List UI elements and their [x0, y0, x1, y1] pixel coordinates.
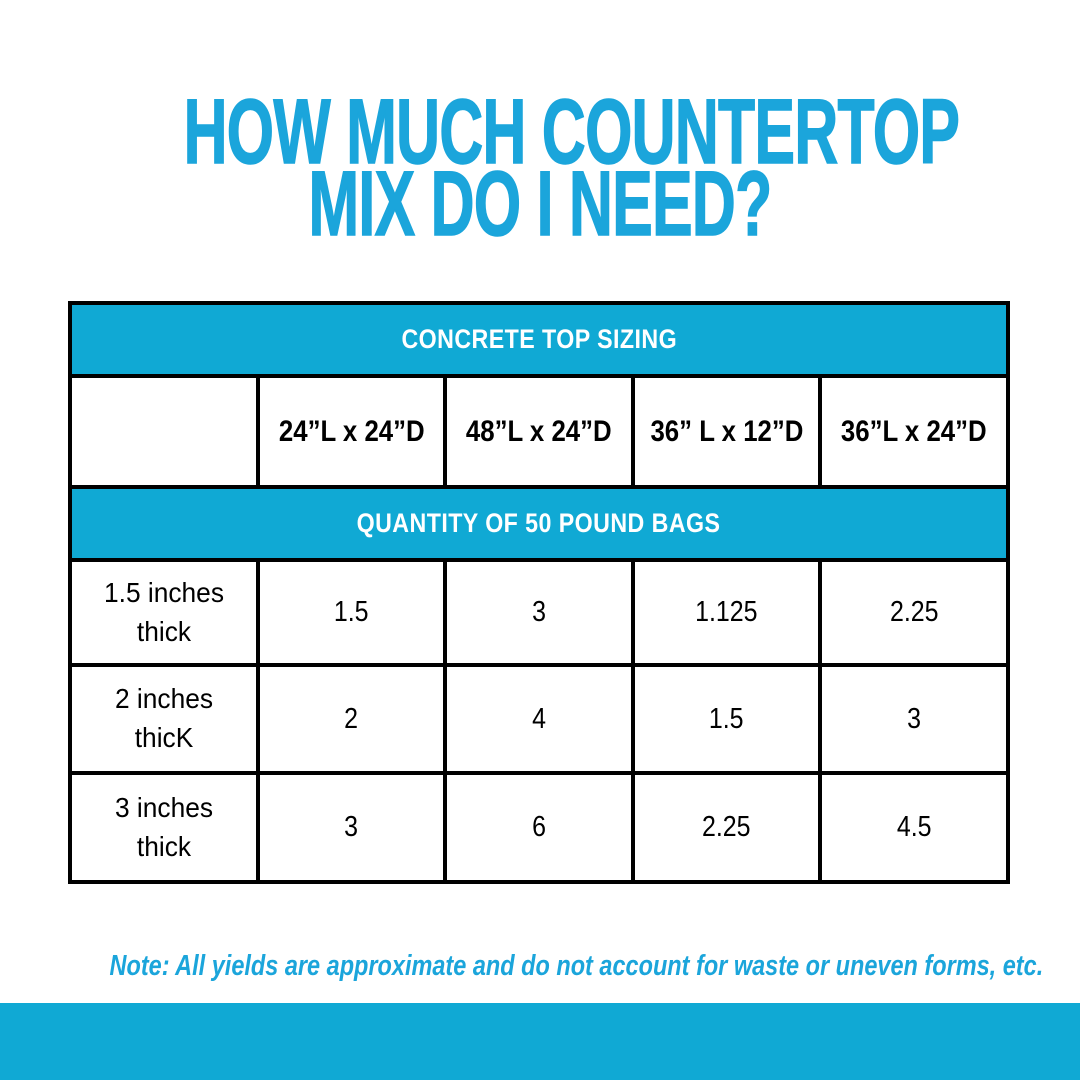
column-header-48x24: 48”L x 24”D — [443, 374, 635, 489]
table-cell: 6 — [443, 771, 635, 884]
table-cell: 1.5 — [255, 558, 448, 667]
countertop-mix-table: CONCRETE TOP SIZING 24”L x 24”D 48”L x 2… — [68, 301, 1010, 884]
table-cell: 1.125 — [630, 558, 823, 667]
table-cell: 3 — [443, 558, 635, 667]
table-cell: 2.25 — [630, 771, 823, 884]
table-cell: 3 — [818, 663, 1010, 775]
column-header-36x12: 36” L x 12”D — [630, 374, 823, 489]
row-label: 3 inches thick — [68, 771, 260, 884]
table-cell: 3 — [255, 771, 448, 884]
section-header-sizing-label: CONCRETE TOP SIZING — [401, 324, 677, 354]
section-header-quantity-label: QUANTITY OF 50 POUND BAGS — [357, 508, 721, 538]
table-row-3-inches: 3 inches thick 3 6 2.25 4.5 — [68, 771, 1010, 884]
table-cell: 4.5 — [818, 771, 1010, 884]
section-row-quantity: QUANTITY OF 50 POUND BAGS — [68, 485, 1010, 562]
section-row-sizing: CONCRETE TOP SIZING — [68, 301, 1010, 378]
title-line-1: HOW MUCH COUNTERTOP — [183, 81, 960, 183]
table-section-header-quantity: QUANTITY OF 50 POUND BAGS — [68, 485, 1010, 562]
row-label: 1.5 inches thick — [68, 558, 260, 667]
table-cell: 1.5 — [630, 663, 823, 775]
footer-bar — [0, 1003, 1080, 1080]
table-cell: 4 — [443, 663, 635, 775]
column-header-row: 24”L x 24”D 48”L x 24”D 36” L x 12”D 36”… — [68, 374, 1010, 489]
table-row-1-5-inches: 1.5 inches thick 1.5 3 1.125 2.25 — [68, 558, 1010, 667]
note-text: Note: All yields are approximate and do … — [109, 950, 1044, 982]
column-header-24x24: 24”L x 24”D — [255, 374, 448, 489]
table-cell: 2 — [255, 663, 448, 775]
row-label: 2 inches thicK — [68, 663, 260, 775]
table-cell: 2.25 — [818, 558, 1010, 667]
corner-cell — [68, 374, 260, 489]
title-line-2: MIX DO I NEED? — [308, 153, 773, 255]
page-title: HOW MUCH COUNTERTOP MIX DO I NEED? — [0, 81, 1080, 255]
table-row-2-inches: 2 inches thicK 2 4 1.5 3 — [68, 663, 1010, 775]
table-section-header-sizing: CONCRETE TOP SIZING — [68, 301, 1010, 378]
column-header-36x24: 36”L x 24”D — [818, 374, 1010, 489]
